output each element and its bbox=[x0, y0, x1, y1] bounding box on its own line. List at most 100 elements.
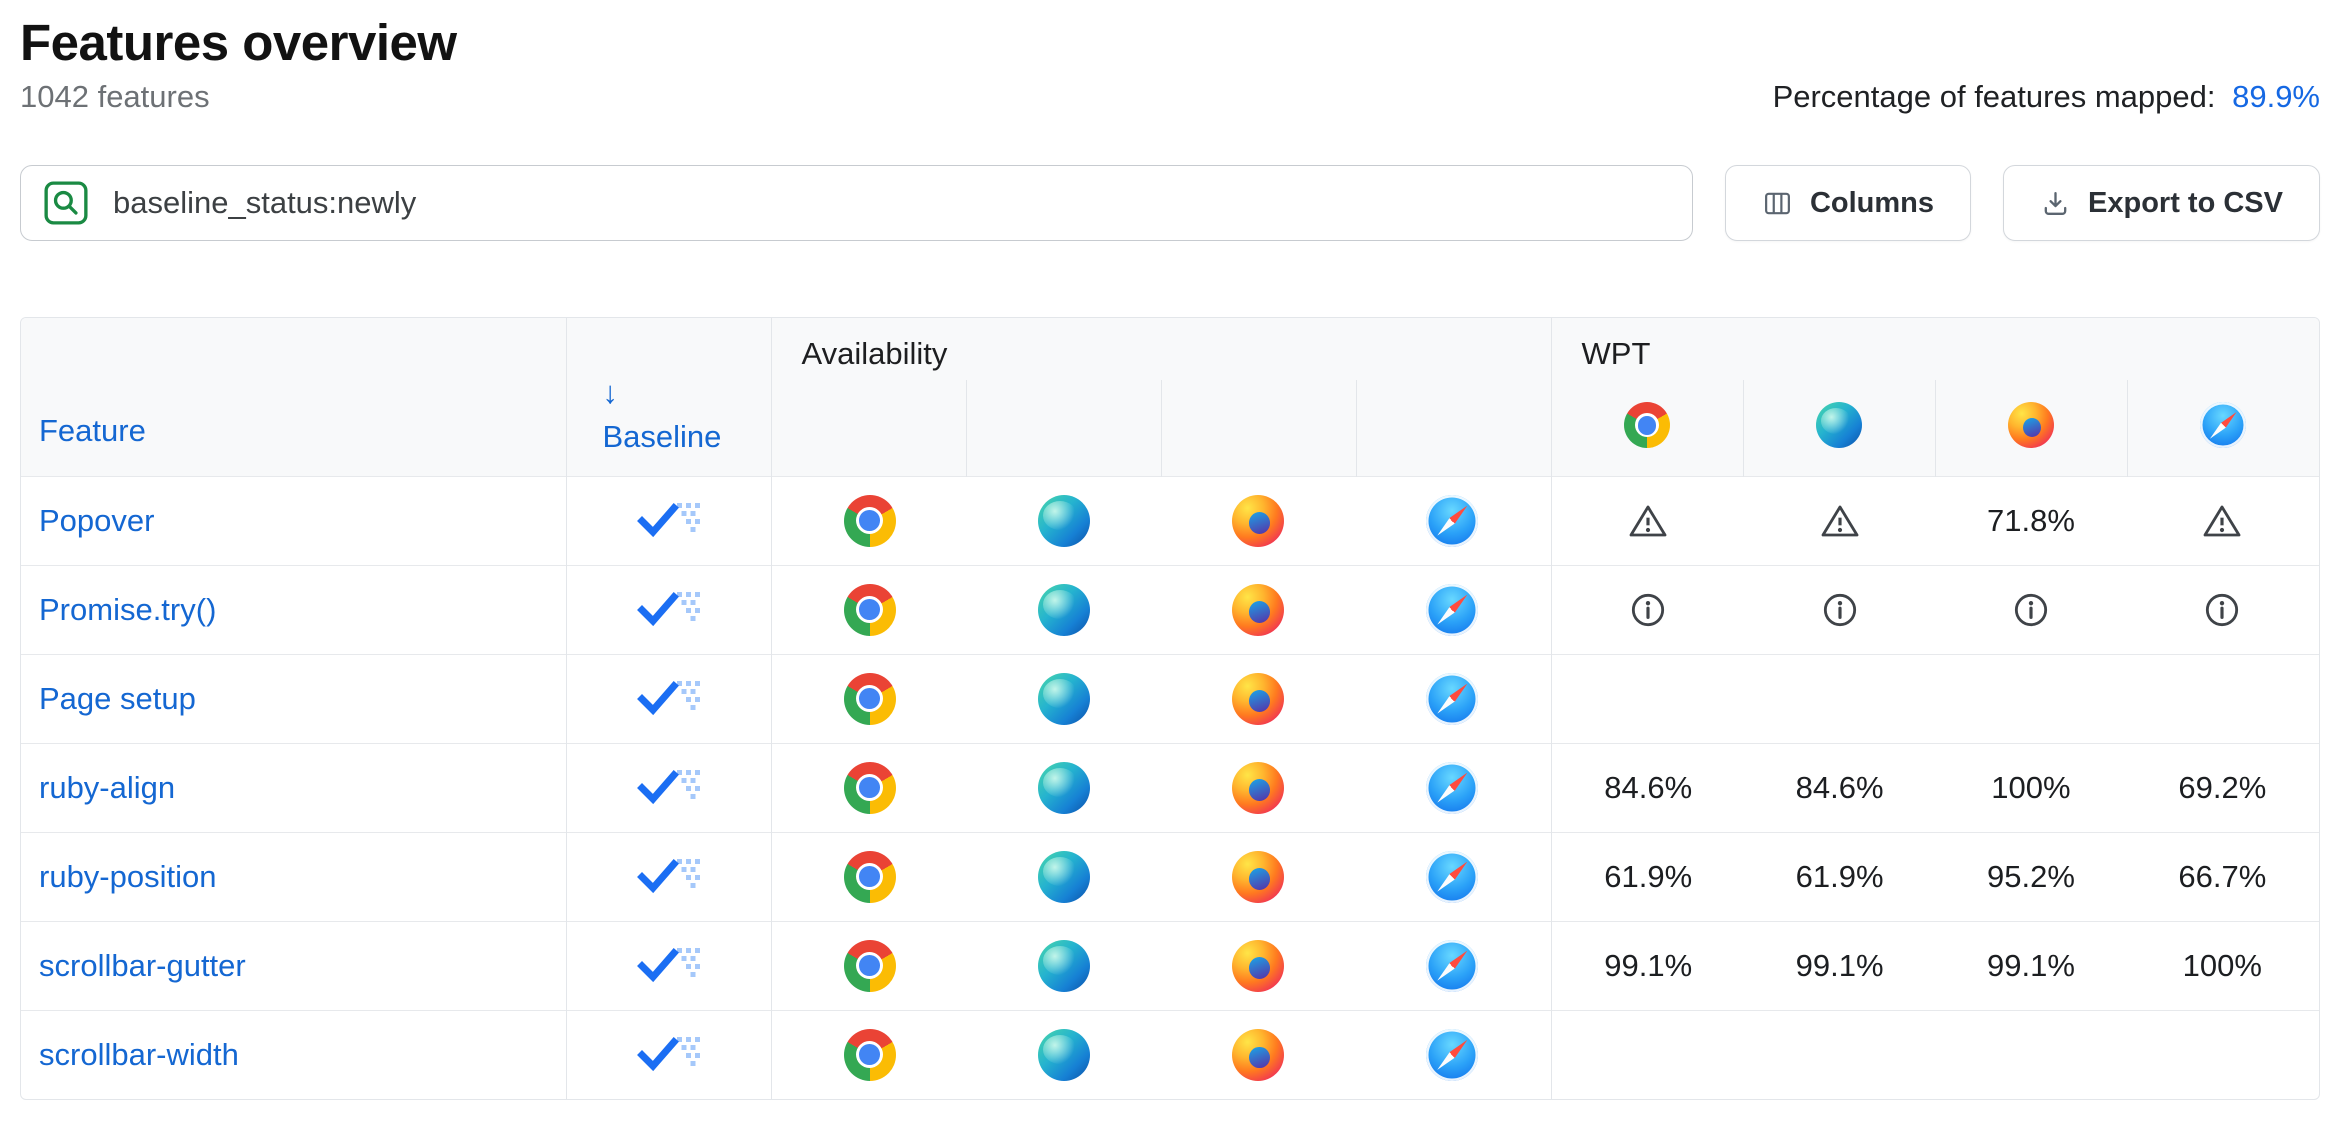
feature-cell: scrollbar-gutter bbox=[21, 920, 566, 1011]
safari-icon bbox=[2200, 402, 2247, 449]
download-icon bbox=[2040, 188, 2071, 219]
warning-icon[interactable] bbox=[1820, 501, 1860, 541]
availability-cell bbox=[770, 742, 1552, 833]
mapped-percentage-link[interactable]: 89.9% bbox=[2232, 79, 2320, 115]
firefox-icon bbox=[1232, 494, 1285, 547]
wpt-score: 61.9% bbox=[1604, 858, 1693, 894]
mapped-percentage-label: Percentage of features mapped: bbox=[1772, 79, 2216, 115]
baseline-status-cell bbox=[565, 475, 771, 566]
baseline-status-cell bbox=[565, 653, 771, 744]
firefox-icon bbox=[1232, 583, 1285, 636]
feature-link[interactable]: ruby-position bbox=[39, 858, 217, 894]
wpt-browser-header-safari bbox=[2126, 380, 2319, 477]
firefox-icon bbox=[1232, 672, 1285, 725]
baseline-newly-available-icon bbox=[636, 679, 702, 719]
page-title: Features overview bbox=[20, 14, 457, 71]
baseline-newly-available-icon bbox=[636, 768, 702, 808]
availability-group-header: Availability bbox=[770, 318, 1552, 381]
columns-icon bbox=[1762, 188, 1793, 219]
feature-cell: ruby-align bbox=[21, 742, 566, 833]
wpt-cell: 84.6% 84.6% 100% 69.2% bbox=[1550, 742, 2319, 833]
safari-icon bbox=[1426, 1028, 1479, 1081]
table-row: scrollbar-width bbox=[21, 1009, 2319, 1100]
availability-subcolumn-header bbox=[1160, 380, 1356, 477]
safari-icon bbox=[1426, 672, 1479, 725]
firefox-icon bbox=[2008, 402, 2055, 449]
feature-link[interactable]: scrollbar-gutter bbox=[39, 947, 246, 983]
info-icon[interactable] bbox=[2011, 590, 2051, 630]
table-header-row-groups: Feature ↓ Baseline Availability WPT bbox=[21, 318, 2319, 477]
safari-icon bbox=[1426, 850, 1479, 903]
subheader-row: 1042 features Percentage of features map… bbox=[20, 79, 2320, 115]
wpt-score: 84.6% bbox=[1795, 769, 1884, 805]
wpt-browser-header-edge bbox=[1742, 380, 1936, 477]
warning-icon[interactable] bbox=[1628, 501, 1668, 541]
chrome-icon bbox=[843, 761, 896, 814]
wpt-browser-header-chrome bbox=[1550, 380, 1744, 477]
wpt-browser-header-firefox bbox=[1934, 380, 2128, 477]
baseline-header-label: Baseline bbox=[602, 419, 722, 455]
baseline-status-cell bbox=[565, 1009, 771, 1100]
info-icon[interactable] bbox=[1820, 590, 1860, 630]
baseline-status-cell bbox=[565, 564, 771, 655]
table-row: scrollbar-gutter 99.1% 99.1% 99.1% 100% bbox=[21, 920, 2319, 1011]
baseline-column-header: ↓ Baseline bbox=[565, 318, 771, 477]
info-icon[interactable] bbox=[2202, 590, 2242, 630]
warning-icon[interactable] bbox=[2202, 501, 2242, 541]
feature-cell: ruby-position bbox=[21, 831, 566, 922]
wpt-score: 100% bbox=[1991, 769, 2071, 805]
feature-link[interactable]: scrollbar-width bbox=[39, 1036, 239, 1072]
wpt-score: 69.2% bbox=[2178, 769, 2267, 805]
feature-sort-link[interactable]: Feature bbox=[39, 413, 146, 449]
baseline-newly-available-icon bbox=[636, 946, 702, 986]
safari-icon bbox=[1426, 494, 1479, 547]
wpt-score: 71.8% bbox=[1987, 502, 2075, 538]
chrome-icon bbox=[843, 583, 896, 636]
baseline-status-cell bbox=[565, 920, 771, 1011]
info-icon[interactable] bbox=[1628, 590, 1668, 630]
feature-cell: Promise.try() bbox=[21, 564, 566, 655]
search-input[interactable] bbox=[111, 184, 1670, 223]
columns-button[interactable]: Columns bbox=[1724, 165, 1972, 242]
feature-count: 1042 features bbox=[20, 79, 210, 115]
export-csv-button-label: Export to CSV bbox=[2088, 186, 2283, 219]
firefox-icon bbox=[1232, 850, 1285, 903]
feature-column-header: Feature bbox=[21, 318, 566, 477]
wpt-group-header: WPT bbox=[1550, 318, 2319, 381]
edge-icon bbox=[1037, 672, 1090, 725]
wpt-score: 99.1% bbox=[1604, 947, 1693, 983]
edge-icon bbox=[1037, 939, 1090, 992]
wpt-score: 99.1% bbox=[1987, 947, 2075, 983]
wpt-cell bbox=[1550, 564, 2319, 655]
wpt-score: 99.1% bbox=[1795, 947, 1884, 983]
wpt-cell: 71.8% bbox=[1550, 475, 2319, 566]
firefox-icon bbox=[1232, 1028, 1285, 1081]
edge-icon bbox=[1037, 761, 1090, 814]
table-row: Popover 71.8% bbox=[21, 475, 2319, 566]
chrome-icon bbox=[843, 494, 896, 547]
wpt-score: 84.6% bbox=[1604, 769, 1693, 805]
feature-link[interactable]: Popover bbox=[39, 502, 155, 538]
availability-cell bbox=[770, 920, 1552, 1011]
search-icon bbox=[43, 180, 89, 226]
edge-icon bbox=[1037, 494, 1090, 547]
chrome-icon bbox=[843, 672, 896, 725]
feature-link[interactable]: Page setup bbox=[39, 680, 196, 716]
export-csv-button[interactable]: Export to CSV bbox=[2003, 165, 2320, 242]
wpt-cell: 99.1% 99.1% 99.1% 100% bbox=[1550, 920, 2319, 1011]
availability-subcolumn-header bbox=[1355, 380, 1552, 477]
table-row: Promise.try() bbox=[21, 564, 2319, 655]
availability-subcolumn-header bbox=[965, 380, 1161, 477]
feature-link[interactable]: Promise.try() bbox=[39, 591, 217, 627]
feature-link[interactable]: ruby-align bbox=[39, 769, 176, 805]
table-row: ruby-position 61.9% 61.9% 95.2% 66.7% bbox=[21, 831, 2319, 922]
availability-cell bbox=[770, 1009, 1552, 1100]
wpt-cell bbox=[1550, 653, 2319, 744]
baseline-sort-link[interactable]: ↓ Baseline bbox=[603, 373, 771, 458]
wpt-score: 61.9% bbox=[1795, 858, 1884, 894]
wpt-cell: 61.9% 61.9% 95.2% 66.7% bbox=[1550, 831, 2319, 922]
table-body: Popover 71.8% Promise.try() Page setup bbox=[21, 475, 2319, 1100]
edge-icon bbox=[1037, 850, 1090, 903]
edge-icon bbox=[1037, 1028, 1090, 1081]
